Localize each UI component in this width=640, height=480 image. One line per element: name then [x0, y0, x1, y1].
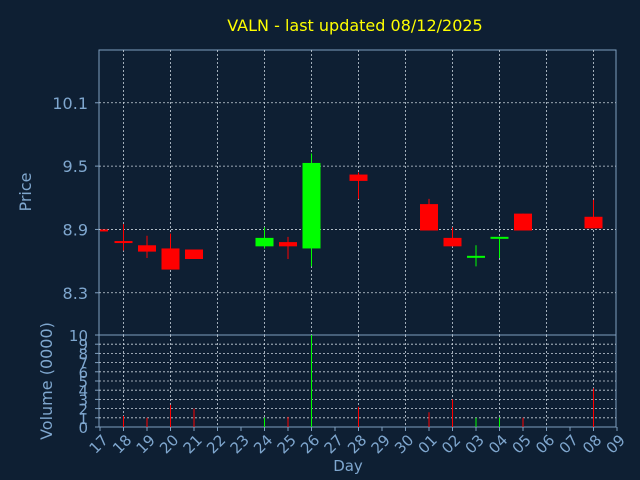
x-tick-label: 03 — [462, 431, 488, 457]
candle-02 — [443, 227, 462, 247]
candle-body — [584, 216, 603, 229]
candle-18 — [114, 224, 133, 251]
x-tick-label: 17 — [86, 431, 112, 457]
price-tick-label: 10.1 — [52, 94, 88, 113]
x-tick-label: 24 — [250, 431, 276, 457]
price-y-ticks: 8.3 8.9 9.5 10.1 — [52, 94, 99, 303]
price-panel: 8.3 8.9 9.5 10.1 Price — [16, 49, 617, 336]
candle-body — [490, 236, 509, 239]
volume-tick-label: 2 — [78, 401, 88, 419]
candle-20 — [161, 233, 180, 270]
x-ticks: 1718192021222324252627282930010203040506… — [86, 427, 629, 457]
x-tick-label: 18 — [109, 431, 135, 457]
x-tick-label: 20 — [156, 431, 182, 457]
x-tick-label: 27 — [321, 431, 347, 457]
candle-body — [138, 245, 156, 252]
candle-body — [420, 204, 438, 231]
x-tick-label: 19 — [133, 431, 159, 457]
volume-tick-label: 7 — [78, 355, 88, 373]
x-tick-label: 22 — [203, 431, 229, 457]
price-tick-label: 8.9 — [63, 220, 88, 239]
volume-tick-label: 1 — [78, 410, 88, 428]
candle-body — [255, 237, 274, 247]
price-axis-label: Price — [16, 172, 35, 211]
candle-26 — [302, 153, 321, 267]
price-grid — [99, 50, 616, 335]
candle-body — [161, 248, 180, 270]
x-tick-label: 29 — [368, 431, 394, 457]
x-tick-label: 05 — [509, 431, 535, 457]
candle-body — [185, 249, 203, 259]
candle-body — [100, 229, 108, 232]
x-tick-label: 21 — [180, 431, 206, 457]
candle-body — [279, 242, 297, 247]
candle-body — [514, 213, 532, 231]
x-tick-label: 07 — [556, 431, 582, 457]
x-tick-label: 30 — [391, 431, 417, 457]
x-tick-label: 28 — [344, 431, 370, 457]
candle-04 — [490, 236, 509, 258]
volume-tick-label: 8 — [78, 345, 88, 363]
volume-tick-label: 10 — [69, 327, 88, 345]
x-tick-label: 02 — [438, 431, 464, 457]
x-axis-label: Day — [333, 457, 363, 475]
candle-25 — [279, 236, 297, 259]
candle-24 — [255, 227, 274, 249]
candle-body — [467, 255, 485, 258]
x-tick-label: 26 — [297, 431, 323, 457]
price-tick-label: 9.5 — [63, 157, 88, 176]
candle-03 — [467, 245, 485, 267]
candle-19 — [138, 235, 156, 258]
candle-body — [349, 174, 368, 181]
volume-tick-label: 6 — [78, 364, 88, 382]
x-tick-label: 23 — [227, 431, 253, 457]
volume-tick-label: 4 — [78, 382, 88, 400]
x-tick-label: 25 — [274, 431, 300, 457]
candle-05 — [514, 213, 532, 231]
x-tick-label: 09 — [603, 431, 629, 457]
volume-tick-label: 3 — [78, 391, 88, 409]
candle-17 — [100, 229, 108, 232]
candle-01 — [420, 198, 438, 231]
chart-title: VALN - last updated 08/12/2025 — [227, 16, 482, 35]
volume-grid — [99, 335, 616, 427]
volume-bars — [123, 335, 594, 427]
candle-body — [302, 162, 321, 249]
candle-08 — [584, 199, 603, 229]
volume-tick-label: 0 — [78, 419, 88, 437]
price-tick-label: 8.3 — [63, 284, 88, 303]
candle-28 — [349, 172, 368, 199]
x-tick-label: 04 — [485, 431, 511, 457]
x-tick-label: 08 — [579, 431, 605, 457]
x-tick-label: 01 — [415, 431, 441, 457]
candle-body — [114, 241, 133, 244]
candle-21 — [185, 249, 203, 259]
price-panel-frame — [98, 49, 617, 336]
volume-axis-label: Volume (0000) — [37, 322, 56, 440]
volume-tick-label: 5 — [78, 373, 88, 391]
candle-body — [443, 237, 462, 247]
candles — [100, 153, 603, 270]
x-tick-label: 06 — [532, 431, 558, 457]
volume-tick-label: 9 — [78, 336, 88, 354]
